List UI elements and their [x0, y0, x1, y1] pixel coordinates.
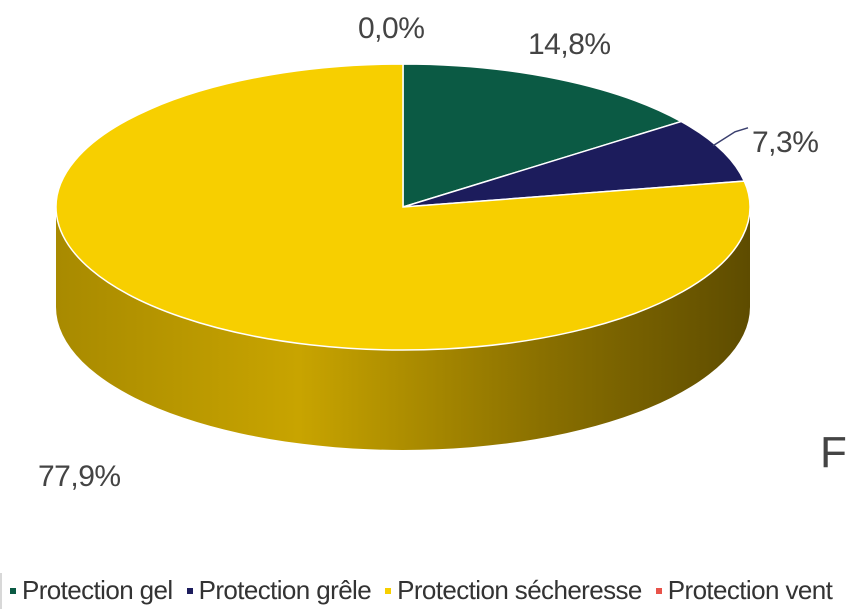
slice-label-protection-secheresse: 77,9%	[38, 460, 121, 493]
pie-slice-protection-secheresse	[55, 63, 751, 351]
pie-slices	[55, 63, 751, 351]
partial-text-fragment: F	[820, 428, 847, 477]
legend-label-protection-secheresse: Protection sécheresse	[397, 575, 642, 605]
pie-chart	[55, 63, 751, 450]
chart-legend: Protection gel Protection grêle Protecti…	[0, 568, 859, 613]
pie-slice-protection-gel	[402, 63, 684, 209]
legend-swatch-protection-grele	[186, 587, 193, 594]
legend-swatch-protection-gel	[10, 587, 16, 594]
leader-lines	[712, 127, 749, 147]
pie-side-wall	[56, 207, 750, 450]
legend-item-protection-vent: Protection vent	[655, 575, 833, 606]
legend-swatch-protection-vent	[655, 587, 662, 594]
slice-label-protection-gel: 14,8%	[528, 28, 611, 61]
legend-item-protection-secheresse: Protection sécheresse	[385, 575, 642, 606]
legend-item-protection-gel: Protection gel	[10, 575, 173, 606]
legend-label-protection-gel: Protection gel	[22, 575, 173, 605]
legend-divider	[0, 572, 2, 609]
legend-label-protection-grele: Protection grêle	[198, 575, 372, 605]
leader-line-protection-grele	[712, 127, 749, 147]
pie-side-secheresse	[56, 207, 750, 450]
slice-label-protection-grele: 7,3%	[752, 126, 819, 159]
legend-item-protection-grele: Protection grêle	[186, 575, 372, 606]
legend-label-protection-vent: Protection vent	[667, 575, 833, 605]
legend-swatch-protection-secheresse	[385, 587, 392, 594]
pie-slice-protection-grele	[402, 120, 746, 208]
slice-label-protection-vent: 0,0%	[358, 12, 425, 45]
